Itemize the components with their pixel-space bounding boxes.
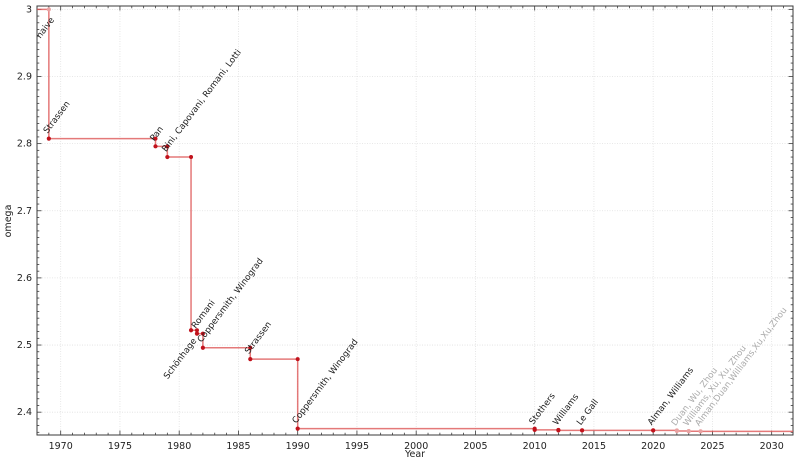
data-point-marker	[194, 331, 200, 336]
point-label-group: Strassen	[243, 320, 274, 356]
step-corner-marker	[165, 144, 170, 149]
x-tick-label: 2020	[641, 441, 665, 452]
point-label-group: naive	[35, 16, 57, 41]
x-tick-label: 1975	[108, 441, 132, 452]
data-point-marker	[698, 429, 703, 434]
data-point-marker	[674, 428, 679, 434]
data-point-marker	[556, 428, 561, 433]
y-tick-label: 2.8	[17, 139, 32, 150]
step-corner-marker	[189, 155, 194, 160]
plot-border	[36, 5, 794, 436]
x-axis-title: Year	[404, 449, 425, 460]
data-point-marker	[46, 7, 51, 12]
point-label: Strassen	[243, 320, 274, 356]
point-label-group: Bini, Capovani, Romani, Lotti	[160, 48, 243, 154]
step-corner-marker	[200, 331, 205, 336]
point-label-group: Schönhage	[162, 337, 199, 382]
point-label: Coppersmith, Winograd	[196, 257, 266, 345]
step-line	[37, 8, 793, 433]
point-label-group: Alman,Duan,Williams,Xu,Xu,Zhou	[694, 306, 790, 429]
x-tick-label: 1970	[49, 441, 73, 452]
point-label-group: Coppersmith, Winograd	[196, 257, 266, 345]
data-point-marker	[579, 428, 585, 433]
data-point-marker	[188, 328, 194, 333]
point-label: Alman,Duan,Williams,Xu,Xu,Zhou	[694, 306, 790, 429]
x-tick-label: 2030	[760, 441, 784, 452]
point-label: Strassen	[42, 100, 73, 136]
data-point-marker	[248, 357, 253, 362]
series-layer	[37, 7, 793, 434]
point-label: Pan	[149, 125, 166, 144]
data-point-marker	[153, 144, 158, 149]
tick-layer	[36, 6, 793, 435]
x-tick-label: 1985	[226, 441, 250, 452]
point-label-group: Williams, Xu, Xu, Zhou	[682, 344, 749, 428]
x-tick-label: 2005	[463, 441, 487, 452]
y-axis-title: omega	[3, 205, 14, 238]
point-label: Schönhage	[162, 337, 199, 382]
step-corner-marker	[194, 328, 199, 333]
x-tick-label: 2015	[582, 441, 606, 452]
x-tick-label: 2000	[404, 441, 428, 452]
x-tick-label: 1995	[345, 441, 369, 452]
step-corner-marker	[153, 136, 158, 141]
step-corner-marker	[295, 357, 300, 362]
y-tick-label: 2.7	[17, 206, 32, 217]
data-point-marker	[165, 154, 170, 160]
y-tick-label: 2.4	[17, 407, 32, 418]
data-point-marker	[200, 345, 205, 350]
y-tick-label: 3	[26, 4, 32, 15]
point-label: naive	[35, 16, 57, 41]
x-tick-label: 1990	[286, 441, 310, 452]
y-tick-label: 2.9	[17, 71, 32, 82]
data-point-marker	[651, 428, 656, 433]
tick-label-layer: 1970 1975 1980 1985 1990 1995 2000 2005 2010 2015…	[17, 4, 784, 452]
data-point-marker	[46, 136, 51, 141]
data-point-marker	[532, 427, 537, 432]
x-tick-label: 2010	[523, 441, 547, 452]
point-label: Bini, Capovani, Romani, Lotti	[160, 48, 243, 154]
step-corner-marker	[248, 345, 253, 350]
point-label: Williams, Xu, Xu, Zhou	[682, 344, 749, 428]
data-point-marker	[295, 426, 300, 431]
x-tick-label: 2025	[700, 441, 724, 452]
y-tick-label: 2.5	[17, 340, 32, 351]
data-point-marker	[686, 429, 691, 434]
y-tick-label: 2.6	[17, 273, 32, 284]
x-tick-label: 1980	[167, 441, 191, 452]
point-label-group: Strassen	[42, 100, 73, 136]
grid-layer	[37, 6, 793, 435]
point-label-group: Pan	[149, 125, 166, 144]
